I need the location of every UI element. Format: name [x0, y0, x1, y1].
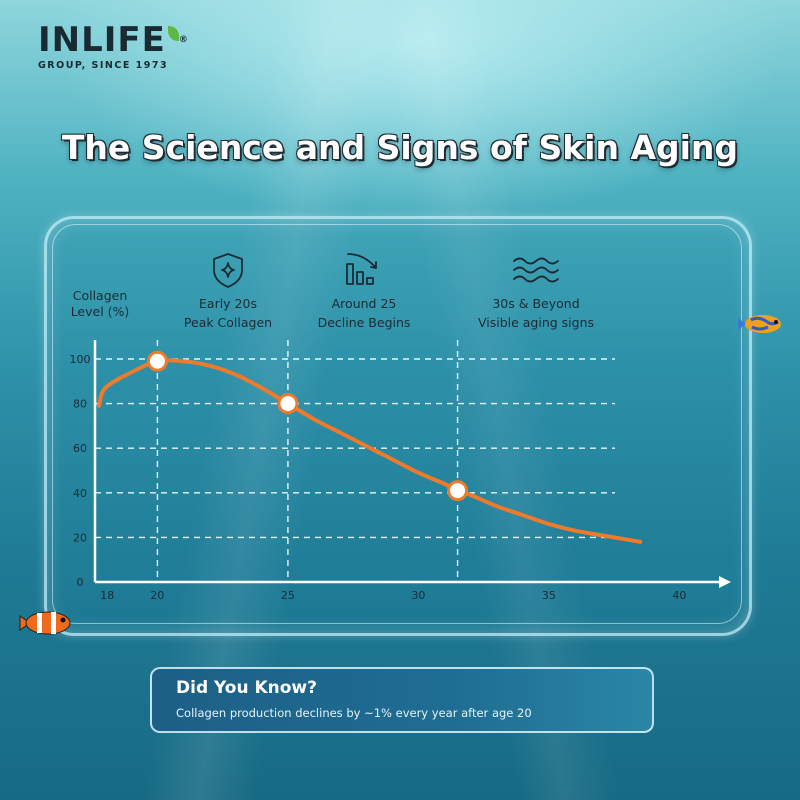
y-tick-label-20: 20 [73, 531, 87, 544]
collagen-curve [97, 358, 643, 544]
milestone-2-subtitle: Decline Begins [318, 315, 411, 330]
milestone-3-title: 30s & Beyond [492, 296, 579, 311]
shield-sparkle-icon [213, 253, 243, 288]
x-tick-label-30: 30 [411, 589, 425, 602]
shield-outline [213, 253, 243, 288]
x-tick-label-40: 40 [672, 589, 686, 602]
y-axis-title-line1: Collagen [73, 288, 128, 303]
milestone-3-subtitle: Visible aging signs [478, 315, 594, 330]
decline-arrow [347, 253, 377, 269]
highlight-point-1 [146, 350, 168, 372]
milestone-1-subtitle: Peak Collagen [184, 315, 272, 330]
registered-icon: ® [178, 35, 189, 45]
y-tick-label-80: 80 [73, 398, 87, 411]
chart-panel-inner-border [52, 224, 742, 624]
page-title: The Science and Signs of Skin Aging [61, 128, 739, 167]
wave-1 [513, 257, 559, 265]
info-box-title: Did You Know? [176, 678, 317, 698]
leaf-icon [167, 26, 179, 41]
y-axis-title-line2: Level (%) [71, 304, 130, 319]
x-tick-label-20: 20 [150, 589, 164, 602]
brand-logo: INLIFE ® GROUP, SINCE 1973 [38, 22, 189, 71]
did-you-know-box: Did You Know? Collagen production declin… [150, 667, 654, 733]
info-box-text: Collagen production declines by ~1% ever… [176, 706, 532, 720]
x-tick-label-25: 25 [281, 589, 295, 602]
mandarin-fish-icon [738, 315, 781, 333]
y-tick-label-40: 40 [73, 487, 87, 500]
bar-3 [366, 277, 374, 285]
x-tick-label-18: 18 [100, 589, 114, 602]
wave-2 [513, 266, 559, 274]
highlight-point-3 [447, 480, 469, 502]
milestone-2-title: Around 25 [332, 296, 397, 311]
wave-3 [513, 275, 559, 283]
clownfish-icon [19, 611, 71, 635]
y-tick-label-60: 60 [73, 442, 87, 455]
decline-arrowhead [370, 261, 377, 269]
brand-name: INLIFE [38, 20, 166, 60]
chart-panel [44, 216, 752, 636]
y-tick-label-100: 100 [70, 353, 91, 366]
declining-bars-icon [346, 253, 377, 285]
waves-icon [513, 257, 559, 283]
x-tick-label-35: 35 [542, 589, 556, 602]
y-tick-label-0: 0 [77, 576, 84, 589]
milestone-1-title: Early 20s [199, 296, 257, 311]
brand-tagline: GROUP, SINCE 1973 [38, 60, 169, 71]
bar-2 [356, 271, 364, 285]
x-axis-arrow [719, 576, 731, 588]
highlight-point-2 [277, 393, 299, 415]
bar-1 [346, 263, 354, 285]
sparkle [221, 262, 235, 278]
